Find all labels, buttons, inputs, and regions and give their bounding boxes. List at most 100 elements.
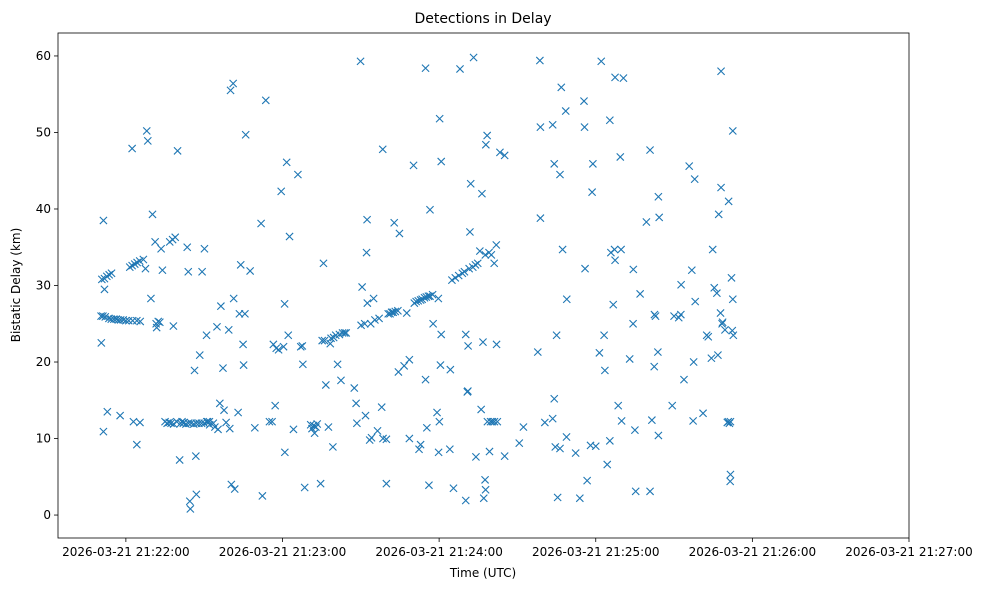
data-point — [679, 375, 688, 384]
data-point — [116, 411, 125, 420]
data-point — [437, 330, 446, 339]
data-point — [655, 213, 664, 222]
data-point — [180, 418, 189, 427]
data-point — [689, 358, 698, 367]
data-point — [377, 403, 386, 412]
data-point — [298, 341, 307, 350]
data-point — [611, 256, 620, 265]
data-point — [481, 475, 490, 484]
data-point — [605, 116, 614, 125]
data-point — [265, 417, 274, 426]
data-point — [716, 309, 725, 318]
data-point — [412, 297, 421, 306]
chart-title: Detections in Delay — [414, 11, 551, 27]
data-point — [391, 307, 400, 316]
data-point — [464, 341, 473, 350]
data-point — [473, 259, 482, 268]
data-point — [581, 264, 590, 273]
data-point — [540, 418, 549, 427]
data-point — [729, 331, 738, 340]
data-point — [492, 340, 501, 349]
data-point — [103, 407, 112, 416]
data-point — [691, 297, 700, 306]
data-point — [461, 330, 470, 339]
y-tick-label: 40 — [36, 202, 51, 216]
data-point — [670, 312, 679, 321]
data-point — [271, 401, 280, 410]
data-point — [321, 380, 330, 389]
data-point — [471, 452, 480, 461]
data-point — [316, 479, 325, 488]
data-point — [651, 312, 660, 321]
data-point — [580, 123, 589, 132]
plot-frame — [57, 32, 910, 539]
data-point — [280, 299, 289, 308]
data-point — [548, 414, 557, 423]
data-point — [636, 289, 645, 298]
data-point — [487, 250, 496, 259]
data-point — [435, 114, 444, 123]
x-tick-label: 2026-03-21 21:26:00 — [689, 545, 816, 559]
data-point — [614, 401, 623, 410]
data-point — [310, 429, 319, 438]
data-point — [158, 266, 167, 275]
x-tick-label: 2026-03-21 21:22:00 — [62, 545, 189, 559]
data-point — [352, 419, 361, 428]
data-point — [319, 259, 328, 268]
data-point — [428, 290, 437, 299]
data-point — [99, 216, 108, 225]
data-point — [280, 448, 289, 457]
data-point — [551, 442, 560, 451]
data-point — [717, 67, 726, 76]
data-point — [214, 425, 223, 434]
data-point — [296, 342, 305, 351]
data-point — [222, 418, 231, 427]
data-point — [449, 484, 458, 493]
data-point — [198, 267, 207, 276]
data-point — [285, 232, 294, 241]
data-point — [646, 487, 655, 496]
data-point — [595, 348, 604, 357]
data-point — [197, 419, 206, 428]
data-point — [424, 481, 433, 490]
data-point — [234, 408, 243, 417]
data-point — [230, 485, 239, 494]
data-point — [157, 244, 166, 253]
data-point — [169, 322, 178, 331]
data-point — [173, 146, 182, 155]
data-point — [284, 331, 293, 340]
data-point — [446, 365, 455, 374]
data-point — [192, 490, 201, 499]
data-point — [466, 179, 475, 188]
data-point — [378, 145, 387, 154]
data-point — [132, 440, 141, 449]
data-point — [435, 417, 444, 426]
data-point — [405, 434, 414, 443]
data-point — [490, 417, 499, 426]
x-tick-label: 2026-03-21 21:24:00 — [375, 545, 502, 559]
data-point — [175, 455, 184, 464]
data-point — [558, 245, 567, 254]
data-point — [490, 259, 499, 268]
data-point — [434, 294, 443, 303]
data-point — [456, 64, 464, 73]
data-point — [416, 296, 425, 305]
data-point — [465, 227, 474, 236]
x-tick-label: 2026-03-21 21:23:00 — [219, 545, 346, 559]
data-point — [625, 354, 634, 363]
data-point — [630, 426, 639, 435]
data-point — [185, 497, 194, 506]
data-point — [447, 276, 456, 285]
data-point — [136, 317, 145, 326]
data-point — [707, 354, 716, 363]
data-point — [257, 219, 266, 228]
data-point — [713, 351, 722, 360]
data-point — [580, 97, 588, 106]
data-point — [481, 140, 490, 149]
data-point — [400, 361, 409, 370]
y-tick-label: 10 — [36, 432, 51, 446]
data-point — [405, 355, 414, 364]
data-point — [205, 420, 214, 429]
data-point — [717, 183, 726, 192]
